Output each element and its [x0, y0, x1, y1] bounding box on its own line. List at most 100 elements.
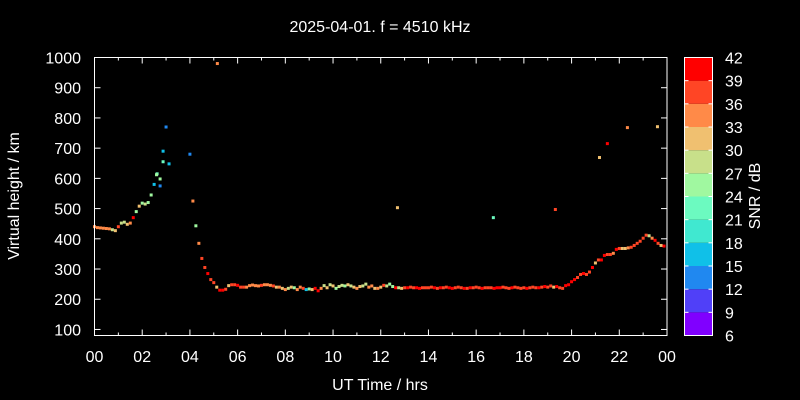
- data-point: [113, 229, 117, 233]
- data-point: [555, 285, 559, 289]
- data-point: [409, 285, 413, 289]
- colorbar-tick-label: 6: [725, 329, 734, 346]
- data-point-outlier: [155, 173, 159, 177]
- data-point: [265, 283, 269, 287]
- data-point: [307, 287, 311, 291]
- data-point: [564, 284, 568, 288]
- colorbar-segment: [684, 312, 713, 336]
- data-point: [552, 285, 556, 289]
- data-point: [319, 286, 323, 290]
- data-point: [611, 251, 615, 255]
- x-tick-label: 00: [658, 349, 676, 366]
- y-tick-label: 600: [54, 171, 81, 188]
- data-point: [197, 241, 201, 245]
- data-point: [325, 286, 329, 290]
- axes: 00 02 04 06 08 10 12 14 16 18 20 22 00 100 200 300 400 50…: [45, 51, 676, 367]
- data-point: [367, 285, 371, 289]
- data-point: [271, 284, 275, 288]
- data-point: [623, 246, 627, 250]
- data-point: [489, 286, 493, 290]
- data-point: [215, 285, 219, 289]
- data-point: [468, 286, 472, 290]
- data-point: [248, 284, 252, 288]
- data-point: [230, 283, 234, 287]
- data-point: [251, 283, 255, 287]
- data-point: [438, 286, 442, 290]
- data-point: [361, 284, 365, 288]
- data-point: [656, 241, 660, 245]
- x-tick-label: 10: [324, 349, 342, 366]
- data-point: [501, 285, 505, 289]
- colorbar-segment: [684, 289, 713, 313]
- data-point-outlier: [597, 156, 601, 160]
- y-tick-label: 900: [54, 81, 81, 98]
- data-point: [98, 226, 102, 230]
- data-point: [450, 286, 454, 290]
- data-point: [221, 288, 225, 292]
- x-tick-label: 16: [467, 349, 485, 366]
- data-point: [209, 278, 213, 282]
- data-point: [528, 286, 532, 290]
- data-point: [537, 286, 541, 290]
- data-point: [382, 283, 386, 287]
- data-point: [280, 286, 284, 290]
- data-point-outlier: [553, 207, 557, 211]
- data-point: [158, 177, 162, 181]
- data-point: [206, 272, 210, 276]
- data-point: [626, 246, 630, 250]
- data-point: [131, 216, 135, 220]
- x-tick-label: 02: [133, 349, 151, 366]
- data-point-outlier: [625, 126, 629, 130]
- colorbar-tick-label: 9: [725, 305, 734, 322]
- y-tick-label: 800: [54, 111, 81, 128]
- colorbar-tick-label: 33: [725, 120, 743, 137]
- y-tick-label: 300: [54, 262, 81, 279]
- data-point: [429, 285, 433, 289]
- colorbar-segment: [684, 219, 713, 243]
- colorbar-segment: [684, 150, 713, 174]
- data-point: [543, 285, 547, 289]
- colorbar-segment: [684, 57, 713, 81]
- data-point-outlier: [655, 125, 659, 129]
- data-point: [218, 288, 222, 292]
- data-point: [334, 286, 338, 290]
- data-point: [462, 286, 466, 290]
- data-point: [310, 288, 314, 292]
- x-tick-label: 08: [276, 349, 294, 366]
- data-point: [596, 258, 600, 262]
- data-point: [379, 285, 383, 289]
- data-point: [605, 253, 609, 257]
- colorbar: 6 9 12 15 18 21 24 27 30 33 36 39 42: [684, 51, 743, 346]
- data-point: [650, 236, 654, 240]
- colorbar-tick-label: 27: [725, 166, 743, 183]
- data-point: [116, 225, 120, 229]
- data-point: [513, 285, 517, 289]
- data-point: [432, 286, 436, 290]
- data-point: [558, 286, 562, 290]
- data-point: [418, 286, 422, 290]
- data-point: [104, 227, 108, 231]
- data-point: [262, 283, 266, 287]
- data-point: [653, 238, 657, 242]
- x-tick-label: 18: [515, 349, 533, 366]
- data-point: [397, 286, 401, 290]
- data-point: [420, 286, 424, 290]
- data-point: [298, 285, 302, 289]
- data-point: [149, 193, 153, 197]
- data-point: [549, 284, 553, 288]
- data-point: [534, 286, 538, 290]
- data-point: [259, 283, 263, 287]
- data-point: [286, 286, 290, 290]
- data-point: [95, 226, 99, 230]
- data-point: [346, 283, 350, 287]
- data-point: [426, 286, 430, 290]
- data-point: [203, 266, 207, 270]
- data-point: [614, 247, 618, 251]
- data-point: [128, 221, 132, 225]
- data-point: [635, 241, 639, 245]
- data-point: [638, 239, 642, 243]
- data-point: [328, 283, 332, 287]
- data-point: [110, 228, 114, 232]
- data-point: [483, 286, 487, 290]
- data-point-outlier: [491, 216, 495, 220]
